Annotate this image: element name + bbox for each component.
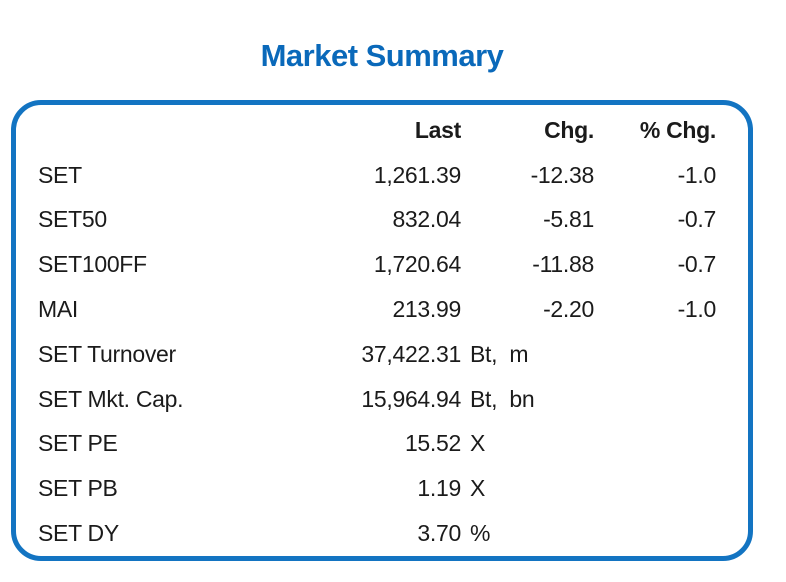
row-last-value: 1.19 X [261, 475, 485, 502]
row-chg-value: -12.38 [530, 161, 595, 188]
last-number: 1,261.39 [373, 161, 461, 188]
row-label: SET PE [38, 430, 118, 457]
last-unit: X [470, 430, 486, 457]
row-last-value: 1,720.64 [261, 251, 461, 278]
table-row: SET Turnover 37,422.31 Bt, m [38, 332, 716, 377]
last-number: 15.52 [404, 430, 461, 457]
row-pct-chg-value: -1.0 [677, 296, 717, 323]
row-label: SET DY [38, 520, 119, 547]
row-label: SET Mkt. Cap. [38, 385, 184, 412]
row-chg-value: -2.20 [543, 296, 594, 323]
last-number: 1.19 [417, 475, 461, 502]
row-label: MAI [38, 296, 78, 323]
table-body: SET 1,261.39 -12.38 -1.0 SET50 832.04 -5… [38, 153, 716, 556]
table-row: MAI 213.99 -2.20 -1.0 [38, 287, 716, 332]
last-number: 213.99 [392, 296, 461, 323]
row-last-value: 832.04 [261, 206, 461, 233]
table-header-row: Last Chg. % Chg. [38, 108, 716, 153]
table-row: SET 1,261.39 -12.38 -1.0 [38, 153, 716, 198]
last-number: 832.04 [392, 206, 461, 233]
row-pct-chg-value: -1.0 [677, 161, 717, 188]
row-chg-value: -11.88 [532, 251, 594, 278]
row-last-value: 213.99 [261, 296, 461, 323]
table-row: SET100FF 1,720.64 -11.88 -0.7 [38, 242, 716, 287]
row-label: SET100FF [38, 251, 147, 278]
table-row: SET PE 15.52 X [38, 422, 716, 467]
row-label: SET [38, 161, 82, 188]
row-chg-value: -5.81 [543, 206, 594, 233]
row-pct-chg-value: -0.7 [677, 251, 717, 278]
row-last-value: 3.70% [261, 520, 490, 547]
last-unit: Bt, m [470, 340, 529, 367]
header-chg: Chg. [544, 116, 594, 143]
table-row: SET PB 1.19 X [38, 466, 716, 511]
table-row: SET50 832.04 -5.81 -0.7 [38, 198, 716, 243]
header-last: Last [414, 116, 461, 143]
row-last-value: 37,422.31 Bt, m [261, 340, 528, 368]
last-number: 15,964.94 [361, 385, 461, 412]
row-label: SET Turnover [38, 340, 176, 367]
row-last-value: 15,964.94 Bt, bn [261, 385, 534, 413]
page-title: Market Summary [260, 38, 504, 73]
row-pct-chg-value: -0.7 [677, 206, 717, 233]
row-label: SET50 [38, 206, 107, 233]
header-pct-chg: % Chg. [639, 116, 716, 143]
row-label: SET PB [38, 475, 118, 502]
last-number: 3.70 [417, 520, 461, 547]
last-unit: Bt, bn [470, 385, 535, 412]
last-unit: X [470, 475, 486, 502]
row-last-value: 1,261.39 [261, 162, 461, 189]
row-last-value: 15.52 X [261, 430, 485, 457]
table-row: SET DY 3.70% [38, 511, 716, 556]
table-row: SET Mkt. Cap. 15,964.94 Bt, bn [38, 377, 716, 422]
last-unit: % [470, 520, 491, 547]
last-number: 37,422.31 [361, 340, 461, 367]
market-summary-page: Market Summary Last Chg. % Chg. SET 1,26… [0, 38, 786, 561]
market-summary-panel: Last Chg. % Chg. SET 1,261.39 -12.38 -1.… [11, 100, 753, 561]
last-number: 1,720.64 [373, 251, 461, 278]
